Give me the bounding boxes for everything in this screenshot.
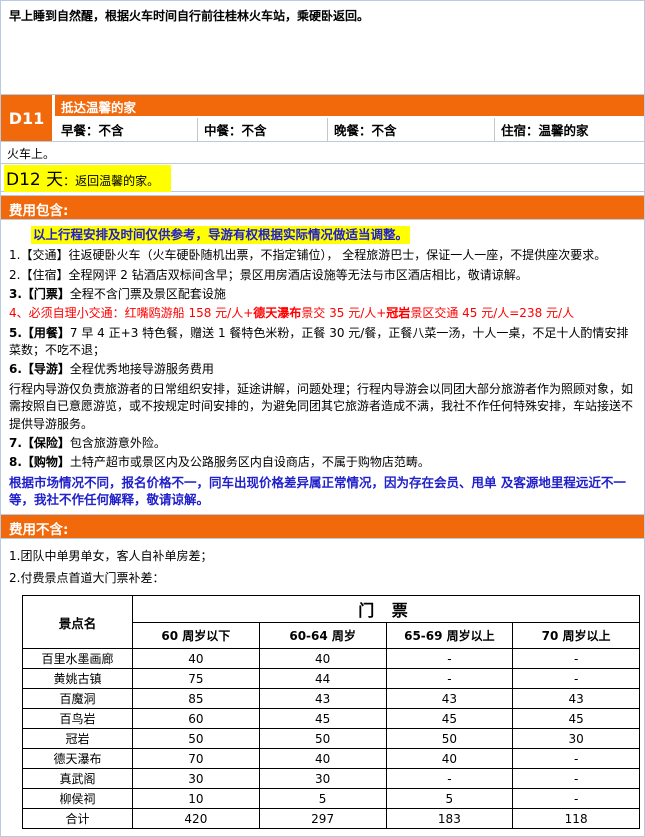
day-11-meals-row: 早餐：不含 中餐：不含 晚餐：不含 住宿：温馨的家 — [55, 118, 644, 141]
price-cell: - — [512, 668, 640, 690]
schedule-notice: 以上行程安排及时间仅供参考，导游有权根据实际情况做适当调整。 — [31, 226, 411, 245]
fee-exclude-content: 1.团队中单男单女，客人自补单房差； 2.付费景点首道大门票补差： — [1, 539, 644, 595]
column-header-60-64: 60-64 周岁 — [258, 622, 387, 650]
train-note: 火车上。 — [1, 142, 644, 164]
day-12-row: D12 天：返回温馨的家。 — [1, 164, 644, 192]
include-item-transport: 1.【交通】往返硬卧火车（火车硬卧随机出票，不指定铺位）， 全程旅游巴士，保证一… — [9, 248, 607, 263]
price-cell: 43 — [512, 688, 640, 710]
price-cell: 118 — [512, 808, 640, 830]
price-cell: 44 — [258, 668, 387, 690]
table-row: 百鸟岩 60 45 45 45 — [22, 708, 640, 730]
price-cell: 50 — [385, 728, 514, 750]
table-header-row-ages: 60 周岁以下 60-64 周岁 65-69 周岁以上 70 周岁以上 — [23, 622, 640, 650]
price-cell: 420 — [132, 808, 260, 830]
day-12-highlight: D12 天：返回温馨的家。 — [4, 165, 172, 192]
exclude-item-single-room: 1.团队中单男单女，客人自补单房差； — [9, 548, 213, 563]
include-item-tickets: 3.【门票】全程不含门票及景区配套设施 — [9, 286, 226, 301]
day-11-title: 抵达温馨的家 — [55, 95, 644, 118]
price-cell: - — [512, 748, 640, 770]
lunch-cell: 中餐：不含 — [198, 118, 328, 141]
attraction-name: 黄姚古镇 — [22, 668, 133, 690]
table-row-total: 合计 420 297 183 118 — [22, 808, 640, 830]
price-cell: - — [385, 668, 514, 690]
table-row: 百里水墨画廊 40 40 - - — [22, 648, 640, 670]
price-cell: 5 — [385, 788, 514, 810]
price-cell: 43 — [258, 688, 387, 710]
attraction-name: 百里水墨画廊 — [22, 648, 133, 670]
price-cell: - — [385, 768, 514, 790]
price-cell: - — [512, 768, 640, 790]
table-row: 德天瀑布 70 40 40 - — [22, 748, 640, 770]
include-item-shopping: 8.【购物】土特产超市或景区内及公路服务区内自设商店，不属于购物店范畴。 — [9, 455, 430, 470]
price-cell: 40 — [258, 748, 387, 770]
column-header-65-69: 65-69 周岁以上 — [385, 622, 514, 650]
lodging-cell: 住宿：温馨的家 — [501, 123, 589, 138]
day-12-text: ：返回温馨的家。 — [63, 174, 160, 188]
price-cell: 10 — [132, 788, 260, 810]
price-cell: 30 — [512, 728, 640, 750]
fee-include-content: 以上行程安排及时间仅供参考，导游有权根据实际情况做适当调整。 1.【交通】往返硬… — [1, 220, 644, 514]
price-cell: 75 — [132, 668, 260, 690]
table-row: 冠岩 50 50 50 30 — [22, 728, 640, 750]
day-11-details: 抵达温馨的家 早餐：不含 中餐：不含 晚餐：不含 住宿：温馨的家 — [55, 95, 644, 141]
column-group-tickets: 门 票 — [132, 595, 640, 624]
day-11-badge: D11 — [1, 95, 55, 141]
price-cell: 183 — [385, 808, 514, 830]
price-difference-notice: 根据市场情况不同，报名价格不一，同车出现价格差异属正常情况，因为存在会员、甩单 … — [9, 474, 626, 507]
attraction-name: 百魔洞 — [22, 688, 133, 710]
attraction-name: 真武阁 — [22, 768, 133, 790]
include-item-guide: 6.【导游】全程优秀地接导游服务费用 — [9, 362, 214, 377]
price-cell: 70 — [132, 748, 260, 770]
price-cell: 297 — [258, 808, 387, 830]
column-header-70-plus: 70 周岁以上 — [512, 622, 640, 650]
guide-service-paragraph: 行程内导游仅负责旅游者的日常组织安排，延途讲解，问题处理；行程内导游会以同团大部… — [9, 381, 634, 431]
price-cell: 45 — [385, 708, 514, 730]
breakfast-cell: 早餐：不含 — [55, 118, 198, 141]
column-header-attraction: 景点名 — [22, 595, 133, 650]
price-cell: 45 — [258, 708, 387, 730]
table-row: 真武阁 30 30 - - — [22, 768, 640, 790]
include-item-transfer-fees: 4、必须自理小交通：红嘴鸥游船 158 元/人+德天瀑布景交 35 元/人+冠岩… — [9, 306, 575, 321]
attraction-name: 冠岩 — [22, 728, 133, 750]
include-item-lodging: 2.【住宿】全程网评 2 钻酒店双标间含早；景区用房酒店设施等无法与市区酒店相比… — [9, 267, 528, 282]
exclude-item-tickets-intro: 2.付费景点首道大门票补差： — [9, 570, 165, 585]
price-cell: 30 — [132, 768, 260, 790]
price-cell: 40 — [385, 748, 514, 770]
table-row: 百魔洞 85 43 43 43 — [22, 688, 640, 710]
fee-exclude-header: 费用不含: — [1, 513, 644, 539]
price-cell: - — [385, 648, 514, 670]
fee-include-header: 费用包含: — [1, 195, 644, 220]
price-cell: 50 — [132, 728, 260, 750]
price-cell: 5 — [258, 788, 387, 810]
price-cell: 60 — [132, 708, 260, 730]
price-cell: 85 — [132, 688, 260, 710]
attraction-name: 合计 — [22, 808, 133, 830]
price-cell: 40 — [258, 648, 387, 670]
price-cell: - — [512, 648, 640, 670]
ticket-price-table: 景点名 门 票 60 周岁以下 60-64 周岁 65-69 周岁以上 70 周… — [22, 595, 640, 830]
attraction-name: 百鸟岩 — [22, 708, 133, 730]
table-header-row-group: 景点名 门 票 — [22, 595, 640, 650]
day-description: 早上睡到自然醒，根据火车时间自行前往桂林火车站，乘硬卧返回。 — [1, 1, 644, 95]
table-row: 柳侯祠 10 5 5 - — [22, 788, 640, 810]
day-12-label: D12 天 — [6, 170, 64, 190]
price-cell: 30 — [258, 768, 387, 790]
table-row: 黄姚古镇 75 44 - - — [22, 668, 640, 690]
price-cell: 43 — [385, 688, 514, 710]
price-cell: - — [512, 788, 640, 810]
day-11-header-row: D11 抵达温馨的家 早餐：不含 中餐：不含 晚餐：不含 住宿：温馨的家 — [1, 95, 644, 142]
include-item-insurance: 7.【保险】包含旅游意外险。 — [9, 436, 166, 451]
price-cell: 40 — [132, 648, 260, 670]
price-cell: 50 — [258, 728, 387, 750]
dinner-cell: 晚餐：不含 — [328, 118, 495, 141]
attraction-name: 柳侯祠 — [22, 788, 133, 810]
attraction-name: 德天瀑布 — [22, 748, 133, 770]
price-cell: 45 — [512, 708, 640, 730]
include-item-meals: 5.【用餐】7 早 4 正+3 特色餐，赠送 1 餐特色米粉，正餐 30 元/餐… — [9, 325, 629, 358]
column-header-under-60: 60 周岁以下 — [132, 622, 260, 650]
